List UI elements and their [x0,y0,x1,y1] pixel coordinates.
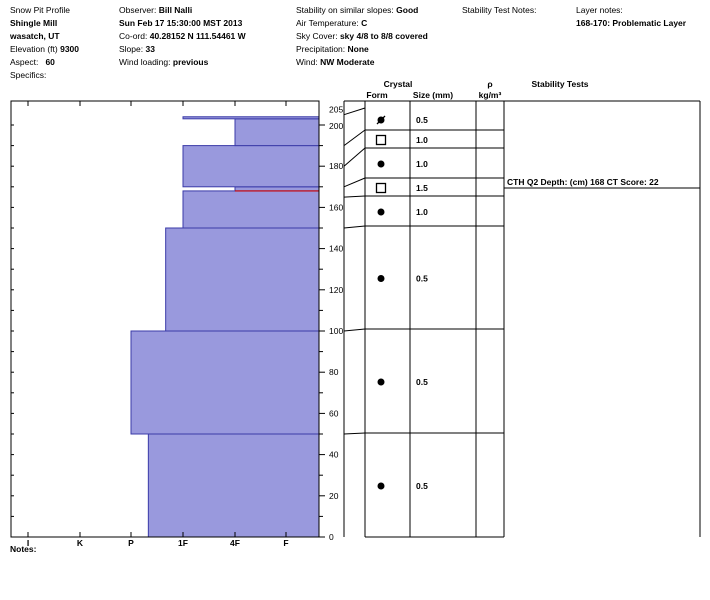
row-connector [343,107,366,116]
hardness-tick-label: 4F [230,538,240,548]
depth-tick-label: 20 [329,491,339,501]
depth-tick-label: 0 [329,532,334,542]
aspect-label: Aspect: [10,57,39,67]
hardness-tick-label: P [128,538,134,548]
air-temp-value: C [361,18,368,28]
depth-tick-label: 40 [329,450,339,460]
wind-value: NW Moderate [320,57,375,67]
stability-tests-column: CTH Q2 Depth: (cm) 168 CT Score: 22 [504,100,701,537]
hardness-layer [234,118,320,147]
depth-tick-label: 100 [329,326,343,336]
hardness-layer [182,190,320,229]
rounded-grain-symbol [377,378,385,386]
sky-value: sky 4/8 to 8/8 covered [339,31,428,41]
hardness-layer [165,227,320,332]
crystal-table: 0.5 1.0 1.0 1.5 1.0 0.5 0.5 0.5 [343,100,505,538]
stability-tests-header: Stability Tests [532,79,589,89]
elevation-value: 9300 [60,44,80,54]
slope-value: 33 [145,44,155,54]
form-header: Form [366,90,388,100]
rounded-grain-symbol [377,275,385,282]
stability-test-result: CTH Q2 Depth: (cm) 168 CT Score: 22 [507,177,659,187]
depth-tick-label: 200 [329,121,343,131]
hardness-layer [182,116,320,120]
row-connector [343,328,366,332]
profile-title: Snow Pit Profile [10,5,70,15]
air-temp-label: Air Temperature: [296,18,359,28]
crystal-size: 1.0 [416,135,428,145]
depth-tick-label: 205 [329,105,343,115]
hardness-tick-label: K [77,538,84,548]
depth-tick-label: 140 [329,244,343,254]
crystal-size: 0.5 [416,115,428,125]
header-col-test-notes: Stability Test Notes: [462,4,537,17]
location-name: Shingle Mill [10,18,58,28]
precip-value: None [347,44,369,54]
hardness-layers [130,116,320,538]
crystal-size: 0.5 [416,377,428,387]
depth-tick-label: 80 [329,367,339,377]
depth-tick-label: 60 [329,408,339,418]
hardness-layer [234,186,320,192]
datetime-value: Sun Feb 17 15:30:00 MST 2013 [119,18,243,28]
slope-label: Slope: [119,44,144,54]
precip-label: Precipitation: [296,44,346,54]
hardness-tick-label: I [27,538,29,548]
crystal-header: Crystal [384,79,413,89]
faceted-grain-symbol [375,134,387,146]
crystal-size: 0.5 [416,481,428,491]
row-connector [343,195,366,198]
notes-label: Notes: [10,544,37,554]
stability-test-notes-label: Stability Test Notes: [462,5,537,15]
row-connector [343,177,366,188]
rounding-faceted-slash [376,115,386,125]
wind-label: Wind: [296,57,318,67]
coord-value: 40.28152 N 111.54461 W [149,31,246,41]
crystal-size: 1.0 [416,159,428,169]
depth-tick-label: 180 [329,161,343,171]
header-col-site: Snow Pit Profile Shingle Mill wasatch, U… [10,4,79,82]
header-col-conditions: Stability on similar slopes: Good Air Te… [296,4,428,69]
observer-label: Observer: [119,5,157,15]
elevation-label: Elevation (ft) [10,44,58,54]
layer-note-value: 168-170: Problematic Layer [576,18,687,28]
aspect-value: 60 [45,57,55,67]
row-connector [343,129,366,147]
crystal-size: 1.5 [416,183,428,193]
depth-tick-label: 160 [329,202,343,212]
row-connector [343,432,366,435]
stability-value: Good [396,5,419,15]
hardness-layer [182,145,320,188]
crystal-size: 0.5 [416,274,428,284]
rounded-grain-symbol [377,160,385,168]
row-connector [343,147,366,167]
header-col-layer-notes: Layer notes: 168-170: Problematic Layer [576,4,686,30]
hardness-layer [130,330,320,435]
observer-value: Bill Nalli [158,5,193,15]
hardness-layer [147,433,320,538]
rounded-grain-symbol [377,208,385,216]
stability-label: Stability on similar slopes: [296,5,394,15]
location-state: wasatch, UT [10,31,60,41]
crystal-size: 1.0 [416,207,428,217]
header-col-observer: Observer: Bill Nalli Sun Feb 17 15:30:00… [119,4,246,69]
depth-axis: 0 20 40 60 80 100 120 140 160 180 200 205 [11,101,343,542]
specifics-label: Specifics: [10,70,47,80]
rounded-grain-symbol [377,482,385,490]
size-header: Size (mm) [413,90,453,100]
rho-header: ρ [487,79,492,89]
hardness-axis: I K P 1F 4F F [27,101,289,548]
row-connector [343,225,366,229]
depth-tick-label: 120 [329,285,343,295]
hardness-tick-label: F [283,538,288,548]
faceted-grain-symbol [375,182,387,194]
wind-loading-label: Wind loading: [119,57,171,67]
hardness-tick-label: 1F [178,538,188,548]
sky-label: Sky Cover: [296,31,338,41]
wind-loading-value: previous [172,57,209,67]
density-unit-header: kg/m³ [479,90,502,100]
layer-notes-label: Layer notes: [576,5,623,15]
coord-label: Co-ord: [119,31,148,41]
